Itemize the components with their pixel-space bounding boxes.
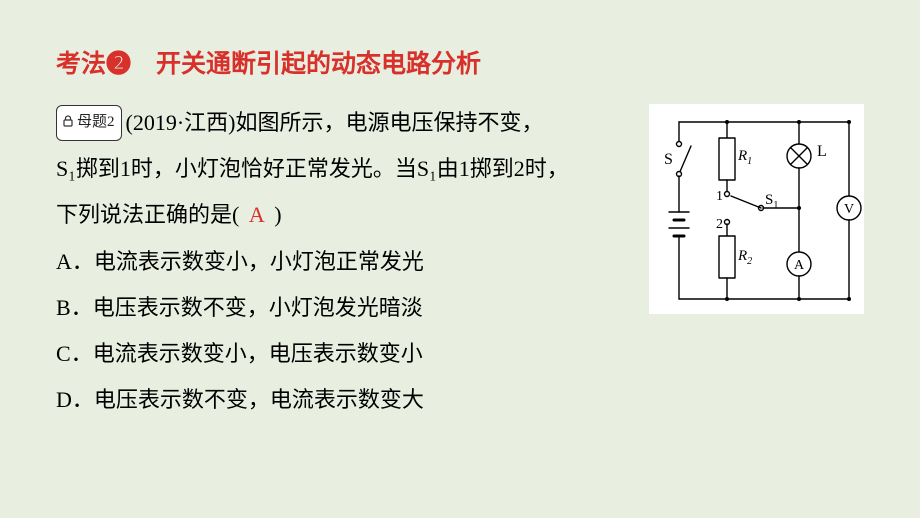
opt-C-text: 电流表示数变小，电压表示数变小 [93, 341, 423, 366]
opt-B-letter: B [56, 295, 71, 320]
opt-D-text: 电压表示数不变，电流表示数变大 [94, 387, 424, 412]
q-line-2: 下列说法正确的是( [56, 202, 245, 227]
label-pos2: 2 [716, 217, 723, 232]
source-year: (2019·江西) [126, 110, 236, 135]
q-line-1: S₁掷到1时，小灯泡恰好正常发光。当S₁由1掷到2时， [56, 156, 569, 181]
q-close: ) [269, 202, 282, 227]
label-pos1: 1 [716, 189, 723, 204]
q-line-0: 如图所示，电源电压保持不变， [236, 110, 544, 135]
opt-B-text: 电压表示数不变，小灯泡发光暗淡 [93, 295, 423, 320]
circuit-diagram: V S [649, 104, 864, 314]
opt-D-letter: D [56, 387, 72, 412]
opt-A-text: 电流表示数变小，小灯泡正常发光 [94, 249, 424, 274]
section-title: 考法❷ 开关通断引起的动态电路分析 [56, 44, 864, 80]
badge-text: 母题2 [77, 114, 115, 130]
label-L: L [817, 143, 827, 160]
content-block: 母题2 (2019·江西)如图所示，电源电压保持不变， S₁掷到1时，小灯泡恰好… [56, 100, 864, 423]
question-text: 母题2 (2019·江西)如图所示，电源电压保持不变， S₁掷到1时，小灯泡恰好… [56, 100, 637, 423]
opt-A-letter: A [56, 249, 72, 274]
quiz-badge: 母题2 [56, 105, 122, 141]
lock-icon [61, 109, 75, 123]
label-V: V [844, 202, 854, 217]
label-A: A [794, 258, 805, 273]
answer-letter: A [245, 202, 269, 227]
label-S: S [664, 151, 673, 168]
opt-C-letter: C [56, 341, 71, 366]
